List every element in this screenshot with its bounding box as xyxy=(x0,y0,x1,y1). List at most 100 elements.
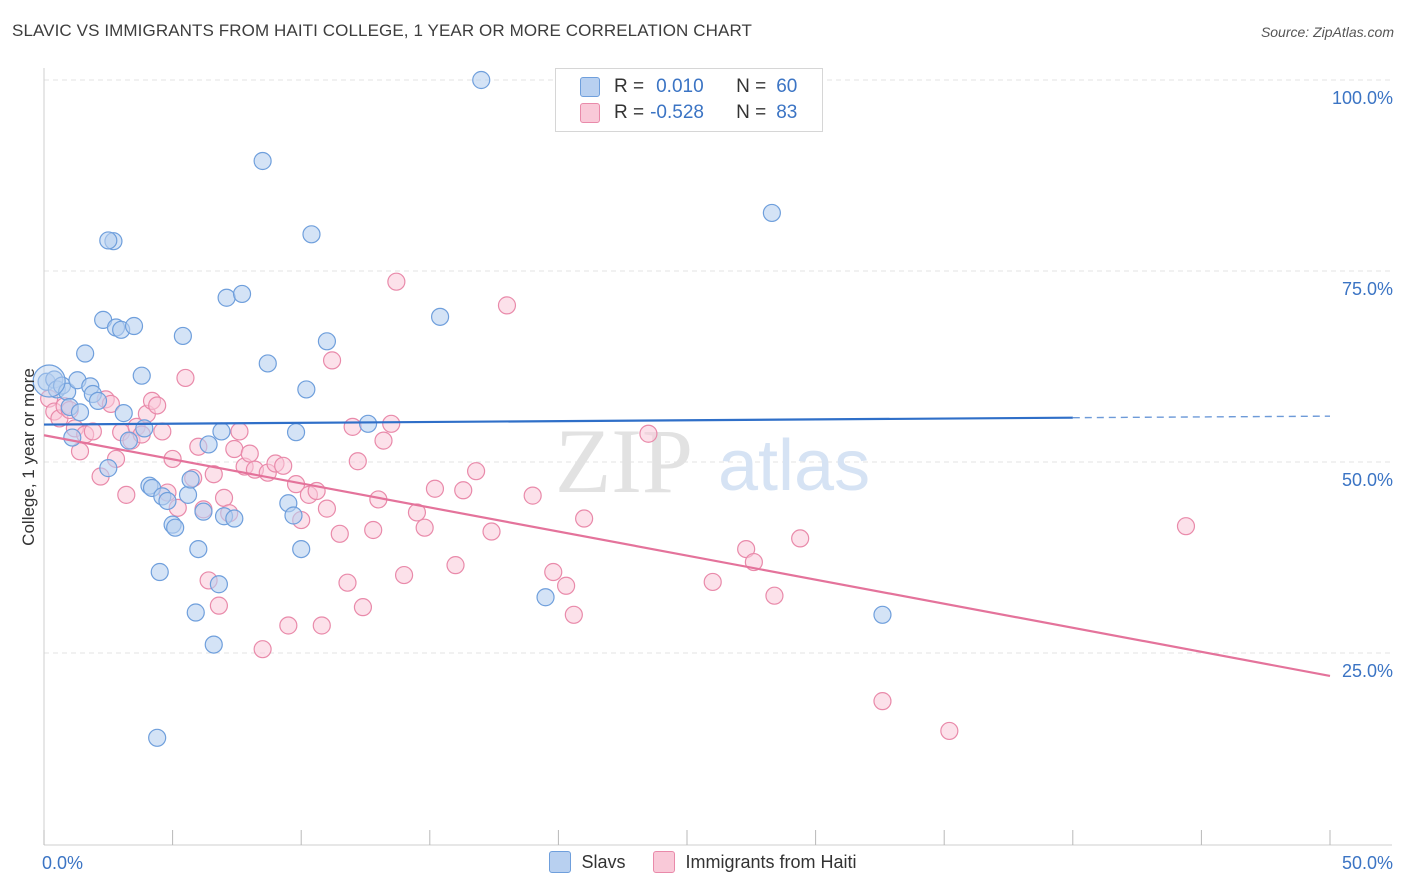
series-swatch-haiti xyxy=(653,851,676,873)
data-point-slavs xyxy=(258,354,277,373)
data-point-haiti xyxy=(557,576,576,595)
data-point-haiti xyxy=(454,481,473,500)
data-point-slavs xyxy=(204,635,223,654)
watermark: ZIP atlas xyxy=(555,410,870,512)
legend-n-label: N = xyxy=(736,102,767,123)
data-point-slavs xyxy=(286,423,306,442)
legend-r-value: 0.010 xyxy=(656,76,704,97)
y-axis-label: College, 1 year or more xyxy=(19,368,38,546)
data-point-haiti xyxy=(176,368,195,388)
data-point-slavs xyxy=(225,509,244,528)
data-point-haiti xyxy=(382,414,401,433)
data-point-haiti xyxy=(317,499,337,518)
data-point-slavs xyxy=(209,575,228,594)
legend-row-slavs: R = 0.010 N = 60 xyxy=(580,75,797,99)
data-point-haiti xyxy=(117,485,136,504)
data-point-slavs xyxy=(194,502,213,521)
series-legend: Slavs Immigrants from Haiti xyxy=(0,851,1406,873)
data-point-haiti xyxy=(240,444,259,463)
series-label-haiti: Immigrants from Haiti xyxy=(685,851,857,872)
tick-labels: 25.0% 50.0% 75.0% 100.0% 0.0% 50.0% xyxy=(42,88,1393,873)
data-point-slavs xyxy=(132,366,151,385)
data-point-haiti xyxy=(873,692,892,711)
data-point-haiti xyxy=(497,296,517,315)
data-point-haiti xyxy=(322,351,342,370)
x-tick-label: 50.0% xyxy=(1342,853,1393,873)
data-point-haiti xyxy=(940,721,959,741)
data-point-haiti xyxy=(83,422,102,441)
legend-r-value: -0.528 xyxy=(650,102,704,123)
y-tick-label: 100.0% xyxy=(1332,88,1393,108)
data-point-haiti xyxy=(387,272,406,291)
data-point-slavs xyxy=(124,316,144,336)
data-point-haiti xyxy=(523,486,542,505)
data-point-haiti xyxy=(343,417,362,436)
data-point-slavs xyxy=(317,332,337,351)
watermark-atlas: atlas xyxy=(718,426,870,506)
data-point-haiti xyxy=(415,518,434,537)
legend-swatch-slavs xyxy=(580,77,600,97)
legend-n-value: 60 xyxy=(776,76,798,97)
data-point-haiti xyxy=(374,431,393,450)
data-point-haiti xyxy=(575,509,594,528)
data-point-slavs xyxy=(297,380,316,399)
data-point-haiti xyxy=(564,605,583,624)
source-label: Source: ZipAtlas.com xyxy=(1260,24,1394,40)
data-point-slavs xyxy=(63,428,82,447)
data-point-slavs xyxy=(232,284,252,304)
data-point-slavs xyxy=(88,391,108,410)
data-point-haiti xyxy=(703,572,722,592)
chart-title: SLAVIC VS IMMIGRANTS FROM HAITI COLLEGE,… xyxy=(12,21,752,40)
data-point-haiti xyxy=(279,616,298,635)
data-point-slavs xyxy=(186,603,205,622)
legend-r-label: R = xyxy=(614,102,645,123)
data-point-haiti xyxy=(274,456,293,475)
slavs-points xyxy=(32,70,892,747)
data-point-haiti xyxy=(204,465,223,484)
data-point-slavs xyxy=(873,605,892,624)
data-point-haiti xyxy=(1176,517,1196,536)
data-point-slavs xyxy=(302,225,321,244)
data-point-haiti xyxy=(225,439,244,459)
data-point-haiti xyxy=(338,573,357,592)
data-point-slavs xyxy=(253,151,272,171)
data-point-slavs xyxy=(199,435,218,454)
watermark-zip: ZIP xyxy=(555,410,693,512)
data-point-slavs xyxy=(99,231,118,250)
data-point-slavs xyxy=(135,419,154,438)
data-point-slavs xyxy=(762,203,781,223)
legend-row-haiti: R = -0.528 N = 83 xyxy=(580,101,797,125)
data-point-haiti xyxy=(466,462,486,481)
data-point-haiti xyxy=(312,616,331,635)
legend-swatch-haiti xyxy=(580,103,600,123)
data-point-haiti xyxy=(330,524,349,543)
data-point-haiti xyxy=(407,503,427,522)
correlation-legend: R = 0.010 N = 60 R = -0.528 N = 83 xyxy=(555,68,823,132)
data-point-haiti xyxy=(148,396,167,415)
series-legend-slavs: Slavs xyxy=(549,851,625,873)
data-point-haiti xyxy=(253,640,272,659)
legend-n-value: 83 xyxy=(776,102,798,123)
trend-line-slavs xyxy=(43,416,1073,426)
y-tick-label: 25.0% xyxy=(1342,661,1393,681)
axes xyxy=(43,68,1392,846)
data-point-slavs xyxy=(166,518,185,537)
data-point-slavs xyxy=(430,307,450,326)
grid-lines xyxy=(44,79,1392,654)
data-point-haiti xyxy=(425,479,445,498)
y-tick-label: 75.0% xyxy=(1342,279,1393,299)
series-label-slavs: Slavs xyxy=(581,851,626,872)
data-point-slavs xyxy=(150,562,169,582)
series-legend-haiti: Immigrants from Haiti xyxy=(653,851,857,873)
series-swatch-slavs xyxy=(549,851,572,873)
data-point-haiti xyxy=(765,586,784,605)
trend-lines xyxy=(43,415,1331,678)
data-point-slavs xyxy=(181,470,200,489)
data-point-haiti xyxy=(394,565,414,585)
data-point-slavs xyxy=(70,403,90,422)
data-point-slavs xyxy=(217,288,236,307)
data-point-haiti xyxy=(230,422,249,441)
data-point-haiti xyxy=(353,598,373,617)
data-point-slavs xyxy=(119,431,138,450)
data-point-slavs xyxy=(358,414,378,433)
